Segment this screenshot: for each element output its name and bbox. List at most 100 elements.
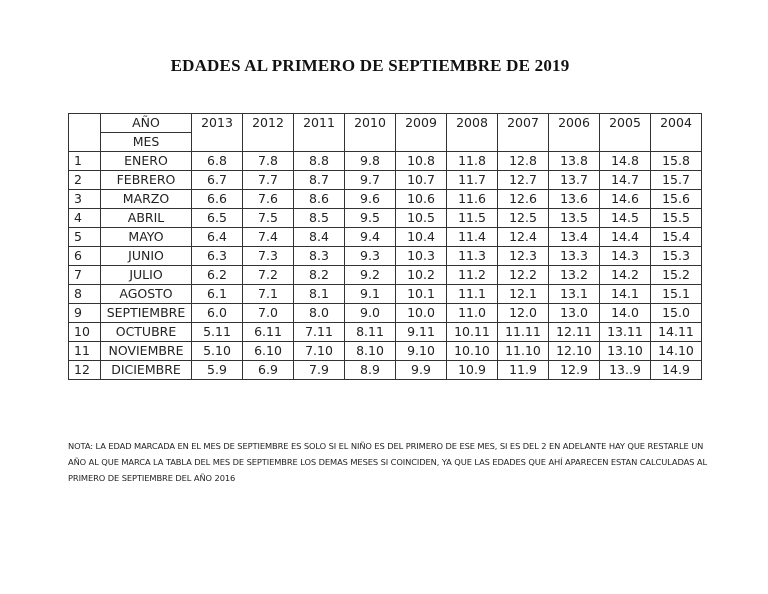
age-cell: 14.5	[599, 208, 651, 228]
table-row: 6 JUNIO 6.3 7.3 8.3 9.3 10.3 11.3 12.3 13.3 14.3 15…	[68, 246, 702, 266]
age-cell: 13.5	[548, 208, 600, 228]
row-month: JULIO	[100, 265, 192, 285]
table-row: 12 DICIEMBRE 5.9 6.9 7.9 8.9 9.9 10.9 11.9 12.9 13…	[68, 360, 702, 380]
age-cell: 9.11	[395, 322, 447, 342]
age-cell: 11.10	[497, 341, 549, 361]
age-cell: 14.6	[599, 189, 651, 209]
row-number: 1	[68, 151, 101, 171]
age-cell: 8.9	[344, 360, 396, 380]
row-number: 11	[68, 341, 101, 361]
age-cell: 7.3	[242, 246, 294, 266]
age-cell: 8.8	[293, 151, 345, 171]
age-cell: 9.2	[344, 265, 396, 285]
age-cell: 5.9	[191, 360, 243, 380]
age-cell: 8.10	[344, 341, 396, 361]
table-row: 8 AGOSTO 6.1 7.1 8.1 9.1 10.1 11.1 12.1 13.1 14.1 1…	[68, 284, 702, 304]
age-cell: 9.9	[395, 360, 447, 380]
age-cell: 12.2	[497, 265, 549, 285]
row-month: ENERO	[100, 151, 192, 171]
age-cell: 14.10	[650, 341, 702, 361]
age-cell: 9.4	[344, 227, 396, 247]
age-cell: 15.1	[650, 284, 702, 304]
age-cell: 6.4	[191, 227, 243, 247]
age-cell: 13..9	[599, 360, 651, 380]
age-cell: 12.5	[497, 208, 549, 228]
age-cell: 15.8	[650, 151, 702, 171]
age-cell: 6.8	[191, 151, 243, 171]
age-cell: 7.5	[242, 208, 294, 228]
page-title: EDADES AL PRIMERO DE SEPTIEMBRE DE 2019	[170, 56, 570, 75]
age-cell: 10.9	[446, 360, 498, 380]
row-number: 9	[68, 303, 101, 323]
age-cell: 9.6	[344, 189, 396, 209]
header-year-2006: 2006	[548, 113, 600, 152]
table-row: 11 NOVIEMBRE 5.10 6.10 7.10 8.10 9.10 10.10 11.1…	[68, 341, 702, 361]
age-cell: 15.4	[650, 227, 702, 247]
row-number: 7	[68, 265, 101, 285]
header-year-2012: 2012	[242, 113, 294, 152]
age-cell: 9.5	[344, 208, 396, 228]
age-cell: 14.2	[599, 265, 651, 285]
age-cell: 11.5	[446, 208, 498, 228]
age-cell: 6.0	[191, 303, 243, 323]
age-cell: 15.6	[650, 189, 702, 209]
note-text: NOTA: LA EDAD MARCADA EN EL MES DE SEPTI…	[68, 441, 707, 483]
header-year-2011: 2011	[293, 113, 345, 152]
age-cell: 6.5	[191, 208, 243, 228]
age-cell: 9.1	[344, 284, 396, 304]
age-cell: 12.7	[497, 170, 549, 190]
ages-table: AÑO 2013 2012 2011 2010 2009 2008 2007 2006 2005…	[68, 113, 702, 380]
age-cell: 6.10	[242, 341, 294, 361]
age-cell: 15.2	[650, 265, 702, 285]
table-row: 7 JULIO 6.2 7.2 8.2 9.2 10.2 11.2 12.2 13.2 14.2 15…	[68, 265, 702, 285]
age-cell: 11.7	[446, 170, 498, 190]
age-cell: 11.3	[446, 246, 498, 266]
age-cell: 6.1	[191, 284, 243, 304]
header-month-label: MES	[100, 132, 192, 152]
age-cell: 8.11	[344, 322, 396, 342]
row-number: 5	[68, 227, 101, 247]
age-cell: 14.3	[599, 246, 651, 266]
age-cell: 6.11	[242, 322, 294, 342]
header-year-2010: 2010	[344, 113, 396, 152]
age-cell: 10.0	[395, 303, 447, 323]
table-row: 5 MAYO 6.4 7.4 8.4 9.4 10.4 11.4 12.4 13.4 14.4 15.…	[68, 227, 702, 247]
age-cell: 7.10	[293, 341, 345, 361]
age-cell: 7.8	[242, 151, 294, 171]
age-cell: 11.11	[497, 322, 549, 342]
age-cell: 9.8	[344, 151, 396, 171]
age-cell: 13.8	[548, 151, 600, 171]
table-row: 9 SEPTIEMBRE 6.0 7.0 8.0 9.0 10.0 11.0 12.0 13.0 1…	[68, 303, 702, 323]
header-number-cell	[68, 113, 101, 152]
age-cell: 5.11	[191, 322, 243, 342]
row-month: OCTUBRE	[100, 322, 192, 342]
age-cell: 10.11	[446, 322, 498, 342]
age-cell: 14.8	[599, 151, 651, 171]
age-cell: 6.9	[242, 360, 294, 380]
table-row: 2 FEBRERO 6.7 7.7 8.7 9.7 10.7 11.7 12.7 13.7 14.7…	[68, 170, 702, 190]
row-number: 8	[68, 284, 101, 304]
age-cell: 12.9	[548, 360, 600, 380]
age-cell: 13.4	[548, 227, 600, 247]
age-cell: 9.0	[344, 303, 396, 323]
age-cell: 8.6	[293, 189, 345, 209]
age-cell: 15.0	[650, 303, 702, 323]
age-cell: 8.7	[293, 170, 345, 190]
age-cell: 10.7	[395, 170, 447, 190]
age-cell: 11.9	[497, 360, 549, 380]
table-row: 1 ENERO 6.8 7.8 8.8 9.8 10.8 11.8 12.8 13.8 14.8 15…	[68, 151, 702, 171]
age-cell: 10.5	[395, 208, 447, 228]
age-cell: 7.11	[293, 322, 345, 342]
age-cell: 14.7	[599, 170, 651, 190]
age-cell: 13.2	[548, 265, 600, 285]
age-cell: 10.6	[395, 189, 447, 209]
age-cell: 9.7	[344, 170, 396, 190]
age-cell: 13.10	[599, 341, 651, 361]
header-row: AÑO 2013 2012 2011 2010 2009 2008 2007 2006 2005…	[68, 113, 702, 152]
age-cell: 7.0	[242, 303, 294, 323]
row-month: MAYO	[100, 227, 192, 247]
table-row: 4 ABRIL 6.5 7.5 8.5 9.5 10.5 11.5 12.5 13.5 14.5 15…	[68, 208, 702, 228]
age-cell: 6.2	[191, 265, 243, 285]
age-cell: 8.5	[293, 208, 345, 228]
age-cell: 8.0	[293, 303, 345, 323]
